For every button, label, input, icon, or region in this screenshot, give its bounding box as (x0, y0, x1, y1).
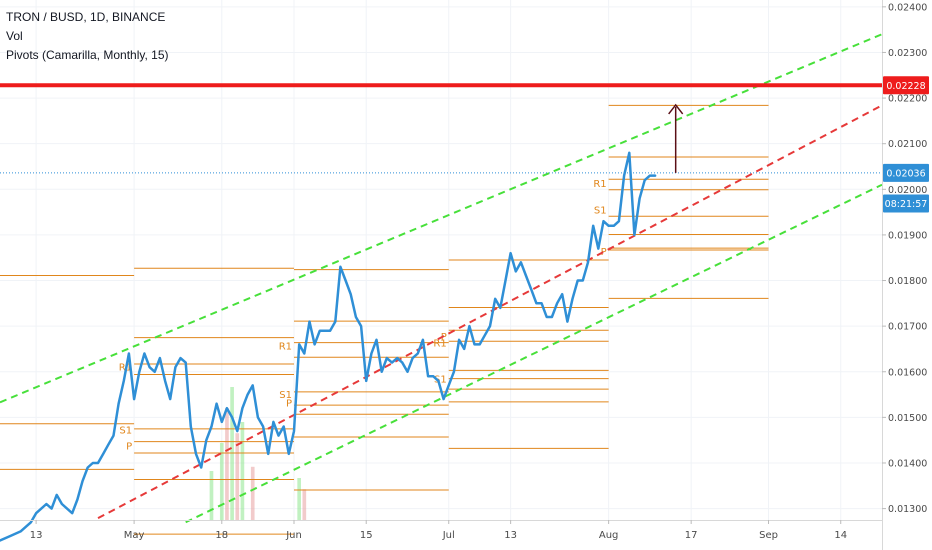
pivot-label: S1 (594, 205, 607, 216)
volume-bar (235, 433, 240, 520)
volume-bar (302, 489, 307, 520)
price-badge (883, 76, 929, 95)
grid (0, 0, 882, 520)
pivot-label: S1 (279, 390, 292, 401)
x-tick-label: Jul (442, 530, 455, 541)
volume-bars (209, 387, 307, 520)
y-tick-label: 0.02300 (888, 48, 927, 59)
price-badge (883, 163, 929, 182)
y-tick-label: 0.02000 (888, 185, 927, 196)
x-tick-label: Sep (759, 530, 778, 541)
price-series (0, 151, 657, 542)
pivot-label: S1 (434, 375, 447, 386)
volume-bar (209, 471, 214, 520)
trend-lines (0, 33, 883, 524)
horizontal-lines (0, 83, 882, 174)
x-tick-label: May (124, 530, 145, 541)
pivot-label: R1 (593, 179, 606, 190)
symbol-title[interactable]: TRON / BUSD, 1D, BINANCE (6, 10, 166, 24)
trend-line (97, 104, 883, 520)
pivot-label: R1 (279, 341, 292, 352)
x-tick-label: 15 (360, 530, 373, 541)
pivot-label: P (126, 442, 132, 453)
price-badge-label: 0.02228 (886, 81, 925, 92)
volume-bar (219, 443, 224, 520)
price-axis[interactable]: 0.01300 0.01400 0.01500 0.01600 0.01700 0.018… (882, 2, 927, 515)
price-badge (883, 194, 929, 213)
x-tick-label: 13 (504, 530, 517, 541)
volume-bar (230, 387, 234, 520)
x-tick-label: 18 (215, 530, 228, 541)
volume-indicator-label[interactable]: Vol (6, 29, 23, 43)
y-tick-label: 0.02200 (888, 94, 927, 105)
target-arrow (668, 103, 684, 173)
volume-bar (240, 422, 245, 520)
y-tick-label: 0.01300 (888, 504, 927, 515)
pivot-label: P (441, 332, 447, 343)
trend-line (185, 183, 883, 524)
x-tick-label: 14 (834, 530, 847, 541)
y-tick-label: 0.01800 (888, 276, 927, 287)
arrow-head (668, 103, 684, 115)
y-tick-label: 0.02100 (888, 139, 927, 150)
pivots-indicator-label[interactable]: Pivots (Camarilla, Monthly, 15) (6, 48, 169, 62)
x-tick-label: Jun (285, 530, 302, 541)
pivot-label: P (601, 247, 607, 258)
x-tick-label: 13 (30, 530, 43, 541)
y-tick-label: 0.01900 (888, 230, 927, 241)
y-tick-label: 0.01500 (888, 413, 927, 424)
trend-line (0, 33, 883, 404)
chart-legend: TRON / BUSD, 1D, BINANCE Vol Pivots (Cam… (6, 8, 169, 65)
y-tick-label: 0.01600 (888, 367, 927, 378)
volume-bar (225, 408, 229, 520)
x-tick-label: Aug (599, 530, 619, 541)
x-tick-label: 17 (685, 530, 698, 541)
pivot-label: S1 (119, 426, 132, 437)
pivot-label: R1 (433, 339, 446, 350)
price-badge-label: 0.02036 (886, 168, 925, 179)
time-axis[interactable]: 13 May 18 Jun 15 Jul 13 Aug 17 Sep 14 (30, 520, 847, 541)
pivot-label: P (286, 398, 292, 409)
price-badge-label: 08:21:57 (885, 199, 928, 210)
y-tick-label: 0.02400 (888, 2, 927, 13)
volume-bar (250, 466, 255, 520)
price-badges: 0.02228 0.02036 08:21:57 (883, 76, 929, 213)
volume-bar (297, 478, 301, 520)
y-tick-label: 0.01400 (888, 458, 927, 469)
price-line (0, 151, 657, 542)
y-tick-label: 0.01700 (888, 322, 927, 333)
